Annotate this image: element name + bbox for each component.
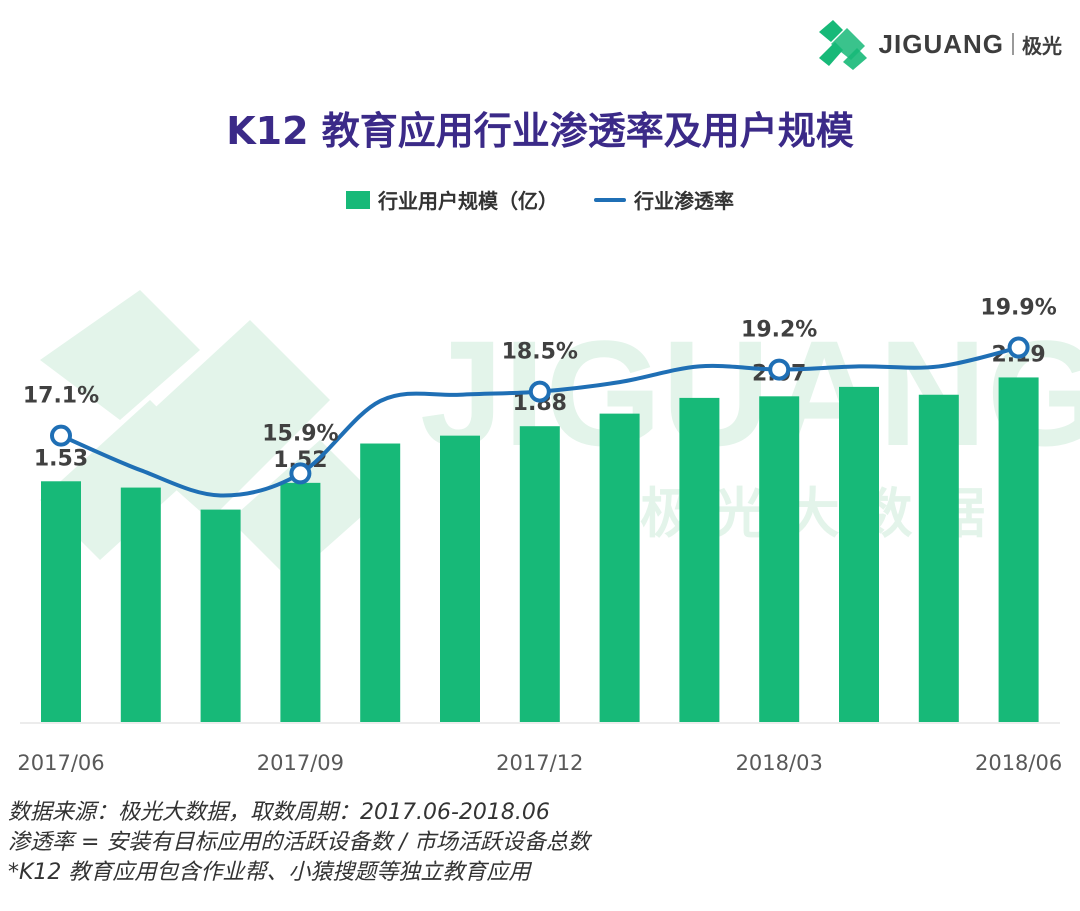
x-tick-2017/09: 2017/09: [257, 751, 344, 775]
brand-logo: JIGUANG 极光: [813, 18, 1062, 70]
x-tick-2017/12: 2017/12: [496, 751, 583, 775]
bar-label-2017/06: 1.53: [34, 446, 88, 471]
line-label-2017/12: 18.5%: [502, 340, 578, 365]
bar-2017/09: [280, 482, 321, 722]
logo-chinese: 极光: [1022, 33, 1062, 58]
footnotes: 数据来源：极光大数据，取数周期：2017.06-2018.06 渗透率 = 安装…: [8, 798, 590, 888]
chart-title: K12 教育应用行业渗透率及用户规模: [226, 109, 854, 153]
jiguang-logo-icon: [818, 20, 867, 70]
line-marker-2018/06: [1007, 336, 1030, 359]
note-scope: *K12 教育应用包含作业帮、小猿搜题等独立教育应用: [8, 860, 531, 885]
legend-bar-swatch: [346, 190, 370, 209]
legend-line-label: 行业渗透率: [634, 189, 734, 213]
legend-bar-label: 行业用户规模（亿）: [378, 189, 558, 213]
logo-divider: [1012, 33, 1014, 55]
line-marker-2017/06: [50, 424, 72, 447]
bar-2018/03: [759, 396, 800, 722]
line-marker-2018/03: [768, 358, 791, 381]
legend-line-swatch: [594, 197, 626, 202]
x-tick-2018/06: 2018/06: [975, 751, 1062, 775]
bar-2017/08: [200, 509, 241, 722]
bar-2018/06: [998, 377, 1039, 722]
legend-item-bar: 行业用户规模（亿）: [346, 185, 558, 214]
line-marker-2017/09: [289, 462, 312, 485]
line-label-2018/03: 19.2%: [741, 318, 817, 343]
bar-2018/01: [599, 413, 640, 722]
line-label-2017/06: 17.1%: [23, 384, 99, 409]
line-label-2017/09: 15.9%: [262, 421, 338, 446]
x-tick-2018/03: 2018/03: [736, 751, 823, 775]
bar-2017/07: [120, 487, 161, 722]
bar-2018/04: [839, 386, 879, 722]
bar-2017/11: [440, 435, 480, 722]
bar-2017/06: [41, 481, 81, 722]
bar-2018/05: [918, 394, 959, 722]
chart-legend: 行业用户规模（亿） 行业渗透率: [0, 185, 1080, 214]
bar-2017/10: [360, 443, 401, 722]
note-definition: 渗透率 = 安装有目标应用的活跃设备数 / 市场活跃设备总数: [8, 830, 590, 855]
x-tick-2017/06: 2017/06: [17, 751, 104, 775]
legend-item-line: 行业渗透率: [594, 185, 734, 214]
bar-2018/02: [679, 397, 720, 722]
line-marker-2017/12: [528, 380, 551, 403]
note-source: 数据来源：极光大数据，取数周期：2017.06-2018.06: [8, 800, 550, 825]
logo-wordmark: JIGUANG: [878, 28, 1004, 59]
line-label-2018/06: 19.9%: [980, 296, 1056, 321]
bar-2017/12: [519, 426, 560, 722]
